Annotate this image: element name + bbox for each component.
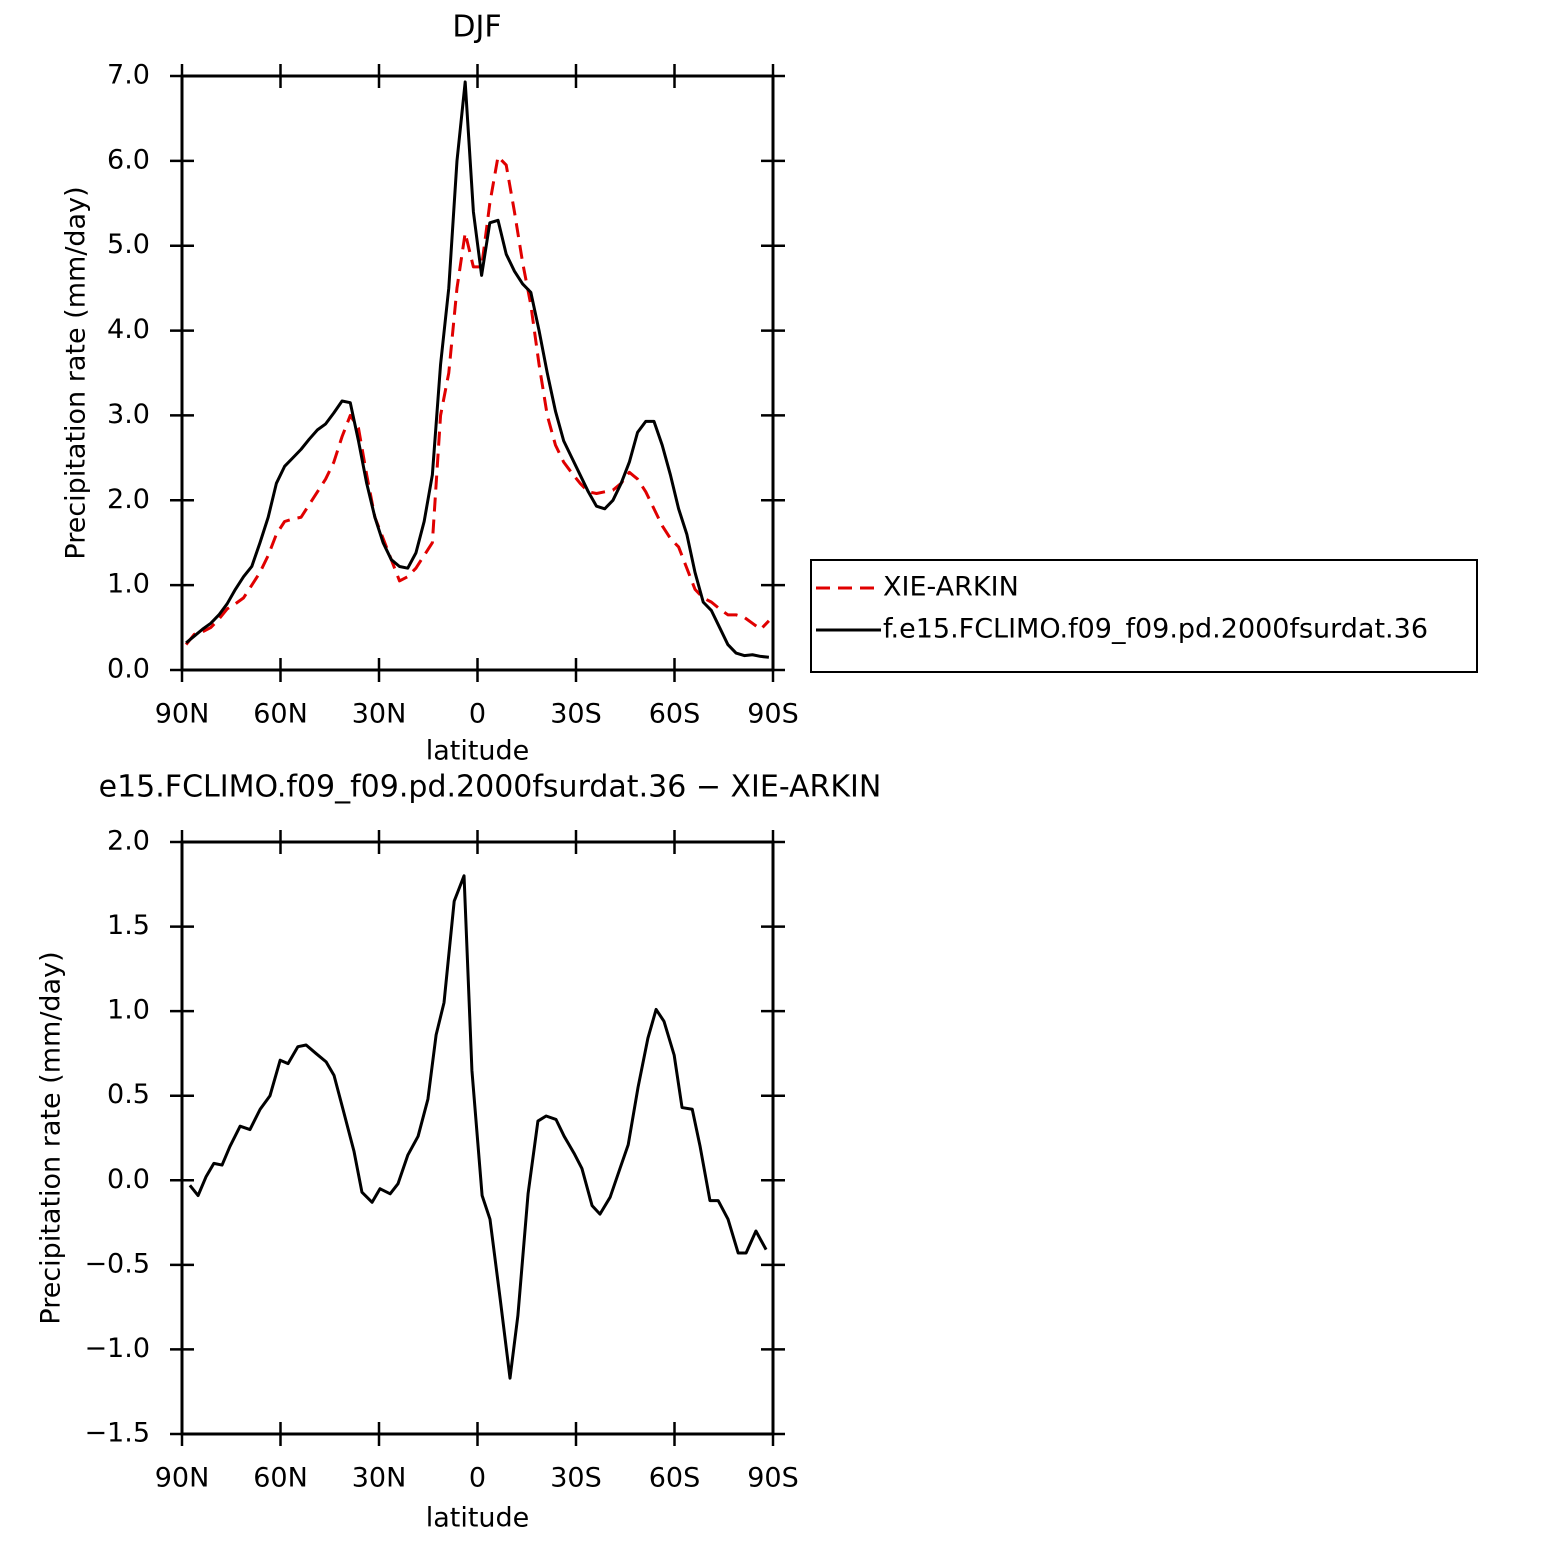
y-tick-label: 0.5: [107, 1079, 150, 1110]
legend-label: XIE-ARKIN: [883, 572, 1019, 603]
x-tick-label: 90S: [747, 1463, 799, 1494]
y-tick-label: 5.0: [107, 229, 150, 260]
y-tick-label: 4.0: [107, 314, 150, 345]
y-tick-label: 1.0: [107, 995, 150, 1026]
y-tick-label: 0.0: [107, 1164, 150, 1195]
y-tick-label: −1.5: [84, 1418, 150, 1449]
y-tick-label: 0.0: [107, 654, 150, 685]
x-tick-label: 30N: [352, 1463, 407, 1494]
y-axis-label: Precipitation rate (mm/day): [61, 186, 92, 559]
y-axis-label: Precipitation rate (mm/day): [36, 951, 67, 1324]
plot-frame: [180, 74, 775, 672]
series-line: [184, 155, 770, 646]
x-tick-label: 60S: [649, 699, 701, 730]
x-tick-label: 90N: [155, 1463, 210, 1494]
y-tick-label: −1.0: [84, 1333, 150, 1364]
x-tick-label: 30S: [550, 1463, 602, 1494]
y-tick-label: 7.0: [107, 60, 150, 91]
x-tick-label: 60N: [253, 1463, 308, 1494]
x-tick-label: 0: [469, 1463, 486, 1494]
y-tick-label: 3.0: [107, 399, 150, 430]
legend-label: f.e15.FCLIMO.f09_f09.pd.2000fsurdat.36: [883, 614, 1428, 645]
plot-frame: [180, 840, 775, 1436]
chart-title: DJF: [452, 10, 501, 45]
legend-box: [810, 559, 1478, 673]
y-tick-label: 6.0: [107, 144, 150, 175]
x-axis-label: latitude: [426, 1503, 530, 1534]
y-tick-label: 1.0: [107, 569, 150, 600]
x-tick-label: 90N: [155, 699, 210, 730]
chart-title: e15.FCLIMO.f09_f09.pd.2000fsurdat.36 − X…: [99, 770, 882, 805]
x-tick-label: 90S: [747, 699, 799, 730]
series-line: [188, 874, 768, 1380]
y-tick-label: 1.5: [107, 910, 150, 941]
x-tick-label: 30N: [352, 699, 407, 730]
x-tick-label: 0: [469, 699, 486, 730]
x-tick-label: 60S: [649, 1463, 701, 1494]
y-tick-label: 2.0: [107, 484, 150, 515]
y-tick-label: −0.5: [84, 1248, 150, 1279]
series-line: [185, 80, 770, 659]
x-tick-label: 60N: [253, 699, 308, 730]
y-tick-label: 2.0: [107, 826, 150, 857]
x-axis-label: latitude: [426, 736, 530, 767]
x-tick-label: 30S: [550, 699, 602, 730]
